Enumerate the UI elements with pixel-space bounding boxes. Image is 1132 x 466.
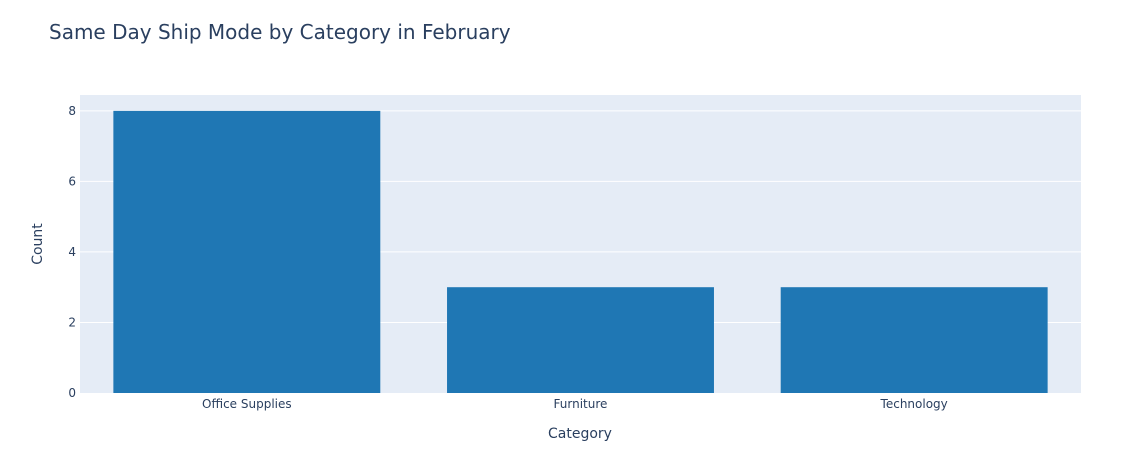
- y-axis-title: Count: [30, 223, 46, 265]
- y-tick-label: 4: [68, 245, 76, 259]
- y-tick-label: 8: [68, 104, 76, 118]
- y-tick-label: 6: [68, 174, 76, 188]
- y-tick-labels: 0 2 4 6 8: [68, 104, 76, 400]
- x-tick-labels: Office Supplies Furniture Technology: [202, 397, 948, 411]
- bars[interactable]: [113, 110, 1048, 394]
- x-tick-label: Furniture: [554, 397, 608, 411]
- bar[interactable]: [447, 287, 714, 393]
- x-axis-title: Category: [548, 426, 612, 442]
- bar[interactable]: [113, 110, 381, 394]
- x-tick-label: Technology: [880, 397, 948, 411]
- bar[interactable]: [780, 287, 1048, 393]
- y-tick-label: 0: [68, 386, 76, 400]
- x-tick-label: Office Supplies: [202, 397, 292, 411]
- chart-title: Same Day Ship Mode by Category in Februa…: [49, 20, 511, 44]
- y-tick-label: 2: [68, 315, 76, 329]
